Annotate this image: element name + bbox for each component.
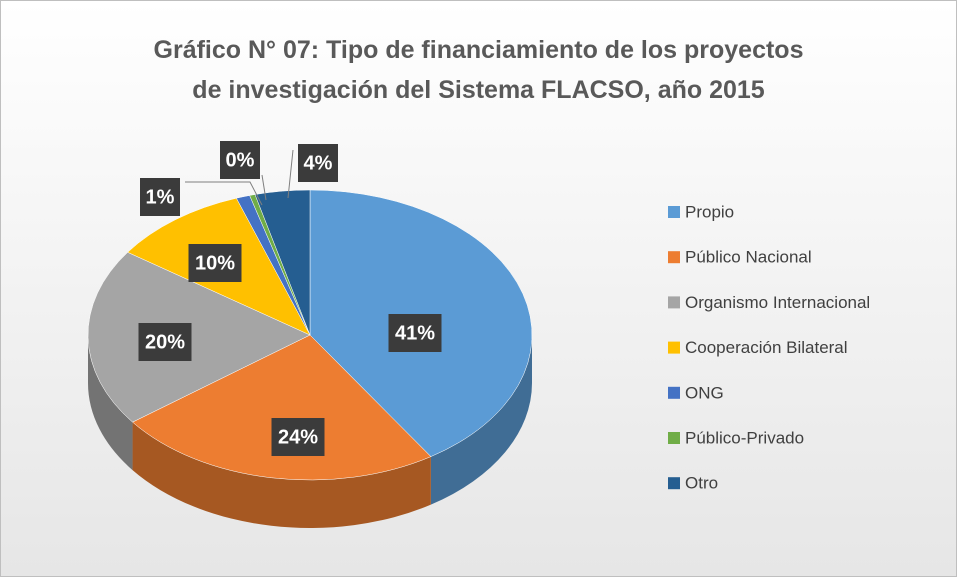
data-label: 10%: [195, 252, 235, 274]
pie-side: [88, 335, 133, 471]
data-label-box: [138, 323, 192, 361]
legend-label: Cooperación Bilateral: [685, 338, 848, 357]
legend-label: Propio: [685, 202, 734, 221]
data-label-box: [188, 244, 242, 282]
pie-slice: [132, 334, 432, 481]
data-label-box: [220, 141, 260, 179]
chart-title: Gráfico N° 07: Tipo de financiamiento de…: [153, 36, 804, 104]
pie-slice: [87, 251, 311, 423]
data-label: 1%: [146, 186, 175, 208]
data-label: 0%: [226, 149, 255, 171]
leader-line: [185, 181, 263, 206]
legend-swatch: [668, 251, 680, 264]
legend-label: Público Nacional: [685, 248, 812, 267]
data-label-box: [298, 144, 338, 182]
legend-swatch: [668, 206, 680, 218]
data-label: 24%: [278, 426, 318, 448]
legend-swatch: [668, 296, 680, 309]
legend-label: ONG: [685, 383, 724, 402]
data-label-box: [271, 418, 325, 456]
data-label: 20%: [145, 331, 185, 353]
data-label-box: [388, 314, 442, 352]
legend-label: Público-Privado: [685, 428, 804, 447]
data-label-box: [140, 178, 180, 216]
data-label: 41%: [395, 322, 435, 344]
legend-label: Otro: [685, 474, 718, 493]
leader-line: [261, 174, 267, 201]
legend-swatch: [668, 477, 680, 490]
leader-line: [287, 149, 294, 199]
legend-swatch: [668, 432, 680, 444]
data-label: 4%: [304, 152, 333, 174]
legend-swatch: [668, 386, 680, 399]
legend-swatch: [668, 341, 680, 354]
pie-side: [430, 335, 532, 505]
legend-label: Organismo Internacional: [685, 293, 870, 312]
pie-side: [132, 422, 431, 529]
pie-slice: [254, 189, 311, 336]
